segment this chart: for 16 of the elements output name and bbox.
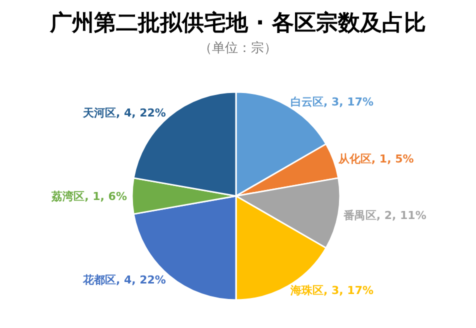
chart-subtitle: （单位：宗） bbox=[199, 40, 277, 56]
data-label: , 2, 11% bbox=[376, 208, 426, 222]
data-label: , 3, 17% bbox=[324, 95, 374, 108]
slice-label: 天河区 bbox=[82, 106, 116, 120]
slice-label: 花都区 bbox=[82, 273, 116, 286]
data-label: , 3, 17% bbox=[324, 284, 374, 298]
chart-title: 广州第二批拟供宅地 · 各区宗数及占比 bbox=[49, 10, 426, 36]
data-label: , 1, 6% bbox=[84, 190, 127, 203]
data-label: , 1, 5% bbox=[371, 152, 414, 166]
slice-label: 荔湾区 bbox=[52, 190, 85, 203]
slice-label: 从化区 bbox=[338, 152, 372, 166]
data-label: , 4, 22% bbox=[116, 273, 166, 286]
slice-label: 海珠区 bbox=[290, 284, 324, 298]
data-label: , 4, 22% bbox=[116, 106, 166, 120]
slice-label: 白云区 bbox=[290, 95, 324, 108]
slice-label: 番禺区 bbox=[343, 208, 376, 222]
